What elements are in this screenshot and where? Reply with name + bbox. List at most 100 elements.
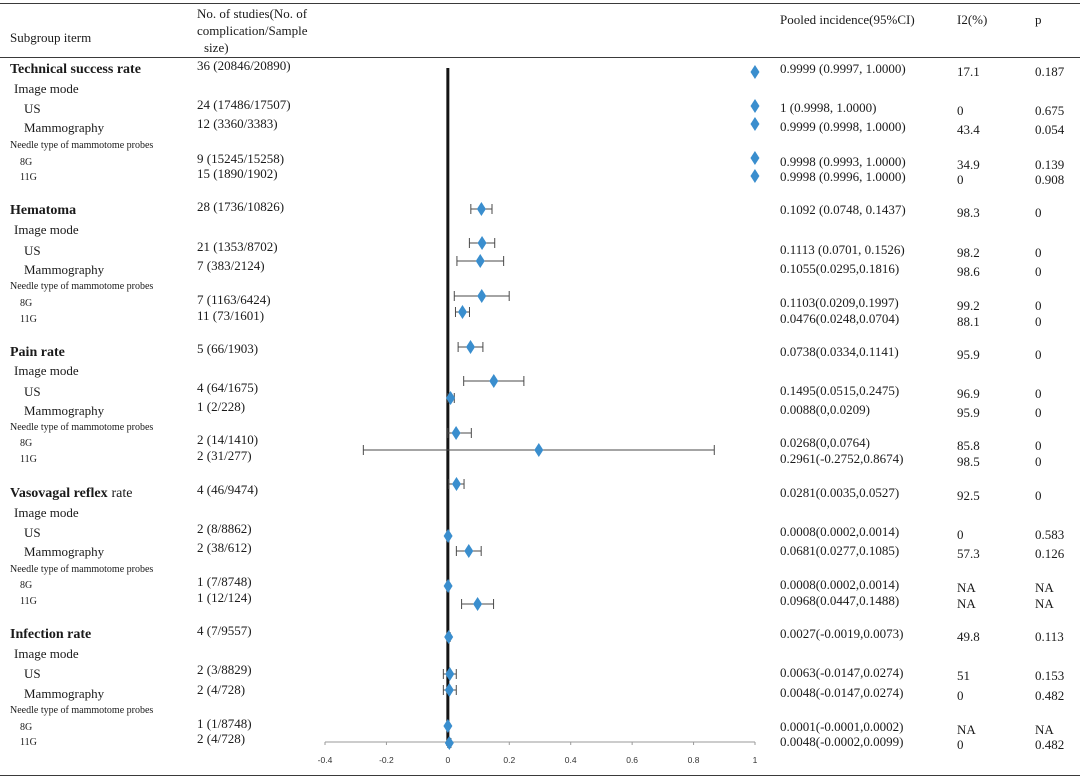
p-value: 0 xyxy=(1035,454,1042,469)
p-value: 0 xyxy=(1035,347,1042,362)
pooled-estimate-diamond xyxy=(443,719,453,733)
x-tick-label: 0 xyxy=(445,755,450,765)
p-value: 0 xyxy=(1035,205,1042,220)
study-count: 4 (64/1675) xyxy=(197,380,259,395)
study-count: 4 (7/9557) xyxy=(197,623,252,638)
p-value: 0.126 xyxy=(1035,546,1065,561)
p-value: 0.153 xyxy=(1035,668,1065,683)
p-value: 0 xyxy=(1035,264,1042,279)
i2-value: NA xyxy=(957,580,976,595)
needle-type-label: Needle type of mammotome probes xyxy=(10,140,154,151)
probe-size-label: 11G xyxy=(20,737,37,748)
study-count: 36 (20846/20890) xyxy=(197,58,291,73)
i2-value: 43.4 xyxy=(957,122,980,137)
i2-value: 0 xyxy=(957,172,964,187)
p-value: 0.054 xyxy=(1035,122,1065,137)
study-count: 2 (31/277) xyxy=(197,448,252,463)
i2-value: 98.2 xyxy=(957,245,980,260)
pooled-incidence: 1 (0.9998, 1.0000) xyxy=(780,100,877,115)
pooled-incidence: 0.1092 (0.0748, 0.1437) xyxy=(780,202,906,217)
pooled-incidence: 0.2961(-0.2752,0.8674) xyxy=(780,451,904,466)
i2-value: 92.5 xyxy=(957,488,980,503)
pooled-incidence: 0.0008(0.0002,0.0014) xyxy=(780,577,900,592)
p-value: 0.583 xyxy=(1035,527,1065,542)
image-mode-subgroup-label: US xyxy=(24,101,41,116)
i2-value: 0 xyxy=(957,737,964,752)
pooled-incidence: 0.0063(-0.0147,0.0274) xyxy=(780,665,904,680)
p-value: 0.113 xyxy=(1035,629,1064,644)
pooled-estimate-diamond xyxy=(457,305,467,319)
probe-size-label: 8G xyxy=(20,298,33,309)
header-p: p xyxy=(1035,12,1042,27)
group-title-text: Hematoma xyxy=(10,203,77,218)
study-count: 1 (1/8748) xyxy=(197,716,252,731)
i2-value: 95.9 xyxy=(957,405,980,420)
pooled-incidence: 0.0027(-0.0019,0.0073) xyxy=(780,626,904,641)
image-mode-subgroup-label: Mammography xyxy=(24,544,105,559)
i2-value: 98.6 xyxy=(957,264,980,279)
header-pooled-incidence: Pooled incidence(95%CI) xyxy=(780,12,915,27)
i2-value: 88.1 xyxy=(957,314,980,329)
pooled-estimate-diamond xyxy=(750,169,760,183)
image-mode-label: Image mode xyxy=(14,646,79,661)
pooled-incidence: 0.9999 (0.9998, 1.0000) xyxy=(780,119,906,134)
x-tick-label: 0.2 xyxy=(503,755,515,765)
probe-size-label: 8G xyxy=(20,157,33,168)
image-mode-subgroup-label: US xyxy=(24,243,41,258)
i2-value: 85.8 xyxy=(957,438,980,453)
study-count: 4 (46/9474) xyxy=(197,482,259,497)
x-tick-label: -0.2 xyxy=(379,755,394,765)
p-value: 0 xyxy=(1035,488,1042,503)
pooled-estimate-diamond xyxy=(464,544,474,558)
image-mode-label: Image mode xyxy=(14,505,79,520)
pooled-incidence: 0.9998 (0.9996, 1.0000) xyxy=(780,169,906,184)
study-count: 2 (38/612) xyxy=(197,540,252,555)
image-mode-subgroup-label: US xyxy=(24,384,41,399)
pooled-incidence: 0.0968(0.0447,0.1488) xyxy=(780,593,900,608)
image-mode-subgroup-label: US xyxy=(24,666,41,681)
study-count: 5 (66/1903) xyxy=(197,341,259,356)
pooled-estimate-diamond xyxy=(443,579,453,593)
i2-value: 34.9 xyxy=(957,157,980,172)
pooled-estimate-diamond xyxy=(446,391,456,405)
pooled-estimate-diamond xyxy=(750,151,760,165)
study-count: 9 (15245/15258) xyxy=(197,151,285,166)
pooled-incidence: 0.0681(0.0277,0.1085) xyxy=(780,543,900,558)
probe-size-label: 11G xyxy=(20,314,37,325)
pooled-incidence: 0.1113 (0.0701, 0.1526) xyxy=(780,242,905,257)
header-rule xyxy=(0,57,1080,58)
pooled-estimate-diamond xyxy=(475,254,485,268)
probe-size-label: 8G xyxy=(20,722,33,733)
i2-value: 99.2 xyxy=(957,298,980,313)
group-title: Technical success rate xyxy=(10,62,141,78)
pooled-incidence: 0.1103(0.0209,0.1997) xyxy=(780,295,899,310)
image-mode-label: Image mode xyxy=(14,363,79,378)
i2-value: 0 xyxy=(957,103,964,118)
group-title-text: Vasovagal reflex xyxy=(10,486,108,501)
group-title: Infection rate xyxy=(10,627,91,643)
study-count: 2 (8/8862) xyxy=(197,521,252,536)
group-title-text: Technical success rate xyxy=(10,62,141,77)
study-count: 2 (4/728) xyxy=(197,731,246,746)
pooled-estimate-diamond xyxy=(750,65,760,79)
pooled-estimate-diamond xyxy=(534,443,544,457)
image-mode-subgroup-label: Mammography xyxy=(24,686,105,701)
i2-value: 0 xyxy=(957,688,964,703)
group-title-text: Pain rate xyxy=(10,345,65,360)
group-title: Pain rate xyxy=(10,345,65,361)
i2-value: 96.9 xyxy=(957,386,980,401)
study-count: 7 (383/2124) xyxy=(197,258,265,273)
header-i2: I2(%) xyxy=(957,12,988,27)
top-rule xyxy=(0,3,1080,4)
x-tick-label: 0.8 xyxy=(688,755,700,765)
pooled-estimate-diamond xyxy=(451,426,461,440)
p-value: 0 xyxy=(1035,386,1042,401)
pooled-estimate-diamond xyxy=(443,529,453,543)
header-subgroup: Subgroup iterm xyxy=(10,30,92,45)
p-value: 0.482 xyxy=(1035,737,1065,752)
study-count: 1 (7/8748) xyxy=(197,574,252,589)
x-tick-label: 1 xyxy=(753,755,758,765)
p-value: NA xyxy=(1035,596,1054,611)
p-value: 0.139 xyxy=(1035,157,1065,172)
pooled-incidence: 0.0008(0.0002,0.0014) xyxy=(780,524,900,539)
